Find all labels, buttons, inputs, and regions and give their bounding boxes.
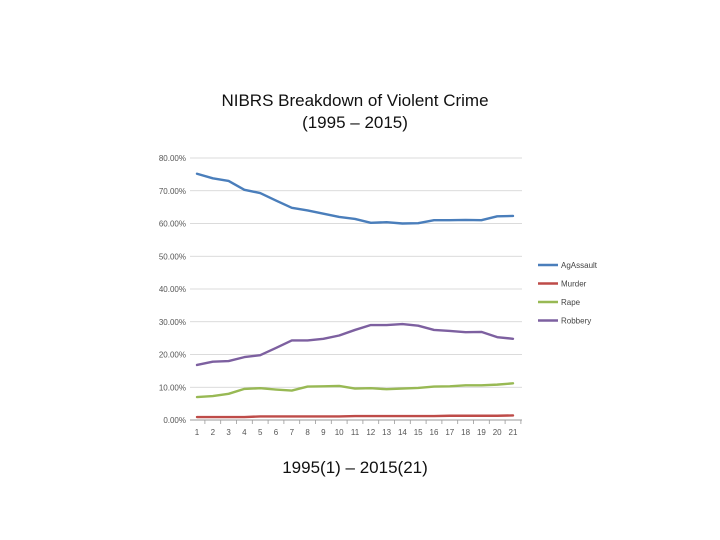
x-tick-label: 18: [461, 428, 470, 437]
gridlines: [190, 157, 522, 421]
x-tick-label: 3: [226, 428, 231, 437]
x-tick-label: 7: [290, 428, 295, 437]
series-line-murder: [195, 414, 515, 419]
x-tick-label: 4: [242, 428, 247, 437]
x-tick-label: 11: [351, 428, 360, 437]
y-tick-label: 10.00%: [159, 383, 186, 392]
legend-label-murder: Murder: [561, 280, 587, 289]
x-tick-label: 17: [445, 428, 454, 437]
x-tick-label: 5: [258, 428, 263, 437]
y-tick-label: 0.00%: [163, 416, 186, 425]
legend: AgAssault Murder Rape Robbery: [538, 261, 598, 326]
x-tick-label: 13: [382, 428, 391, 437]
x-tick-label: 8: [305, 428, 310, 437]
x-tick-label: 2: [211, 428, 216, 437]
legend-label-rape: Rape: [561, 298, 581, 307]
x-tick-label: 16: [430, 428, 439, 437]
y-tick-label: 40.00%: [159, 285, 186, 294]
legend-label-robbery: Robbery: [561, 317, 591, 326]
y-tick-labels: 0.00% 10.00% 20.00% 30.00% 40.00% 50.00% 60.00…: [159, 154, 186, 425]
y-tick-label: 60.00%: [159, 220, 186, 229]
x-tick-label: 1: [195, 428, 200, 437]
x-tick-label: 19: [477, 428, 486, 437]
x-tick-label: 10: [335, 428, 344, 437]
chart-title-line-1: NIBRS Breakdown of Violent Crime: [221, 91, 489, 110]
x-tick-label: 14: [398, 428, 407, 437]
series-line-robbery: [195, 322, 515, 367]
x-tick-label: 12: [366, 428, 375, 437]
x-tick-label: 15: [414, 428, 423, 437]
legend-label-agassault: AgAssault: [561, 261, 598, 270]
x-tick-label: 20: [493, 428, 502, 437]
x-tick-label: 6: [274, 428, 279, 437]
x-tick-label: 9: [321, 428, 326, 437]
y-tick-label: 70.00%: [159, 187, 186, 196]
chart-title-line-2: (1995 – 2015): [302, 113, 408, 132]
x-tick-labels: 1 2 3 4 5 6 7 8 9 10 11 12 13 14 15 16 17 18 19 20 21: [195, 428, 518, 437]
y-tick-label: 80.00%: [159, 154, 186, 163]
series-line-agassault: [195, 172, 515, 225]
series-lines: [195, 172, 515, 419]
x-axis-caption: 1995(1) – 2015(21): [282, 458, 428, 477]
axes: [190, 419, 522, 424]
y-tick-label: 30.00%: [159, 318, 186, 327]
series-line-rape: [195, 382, 515, 399]
y-tick-label: 50.00%: [159, 252, 186, 261]
chart-title: NIBRS Breakdown of Violent Crime (1995 –…: [150, 90, 560, 134]
x-tick-label: 21: [509, 428, 518, 437]
y-tick-label: 20.00%: [159, 351, 186, 360]
